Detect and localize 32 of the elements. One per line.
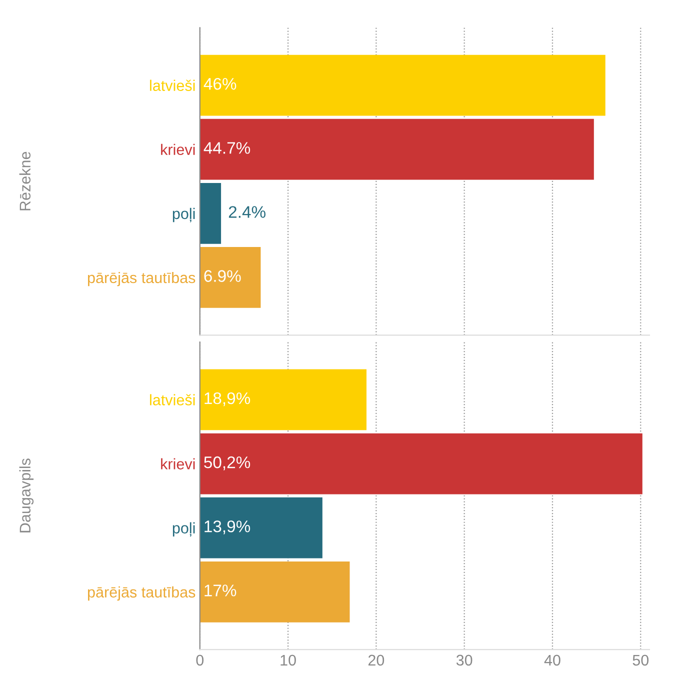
y-tick-label: pārējās tautības: [88, 272, 196, 286]
x-tick-label: 40: [544, 654, 560, 666]
data-label: 44.7%: [204, 142, 250, 154]
y-tick-label: krievi: [161, 144, 195, 156]
x-tick-label: 20: [368, 654, 384, 666]
data-label: 2.4%: [228, 206, 266, 218]
data-label: 6.9%: [204, 270, 241, 282]
bar: [200, 54, 606, 116]
y-tick-label: poļi: [172, 522, 195, 537]
y-tick-label: krievi: [161, 458, 195, 470]
bar: [200, 369, 366, 430]
y-axis-title: Daugavpils: [19, 458, 34, 532]
bar: [200, 247, 261, 308]
y-tick-label: latvieši: [150, 80, 195, 91]
bar: [200, 433, 642, 494]
data-label: 50,2%: [204, 456, 250, 470]
data-label: 17%: [204, 584, 236, 596]
bar: [200, 561, 350, 622]
x-tick-label: 30: [456, 654, 472, 666]
y-axis-title: Rēzekne: [19, 152, 31, 210]
data-label: 46%: [204, 78, 236, 90]
y-tick-label: poļi: [172, 208, 195, 222]
x-tick-label: 50: [632, 654, 649, 666]
bar: [200, 182, 222, 244]
x-tick-label: 10: [280, 654, 296, 666]
x-tick-label: 0: [196, 654, 204, 666]
data-label: 18,9%: [204, 392, 250, 406]
y-tick-label: pārējās tautības: [88, 586, 196, 601]
bar: [200, 118, 594, 180]
y-tick-label: latvieši: [150, 394, 195, 406]
bar: [200, 497, 322, 558]
data-label: 13,9%: [204, 520, 250, 534]
